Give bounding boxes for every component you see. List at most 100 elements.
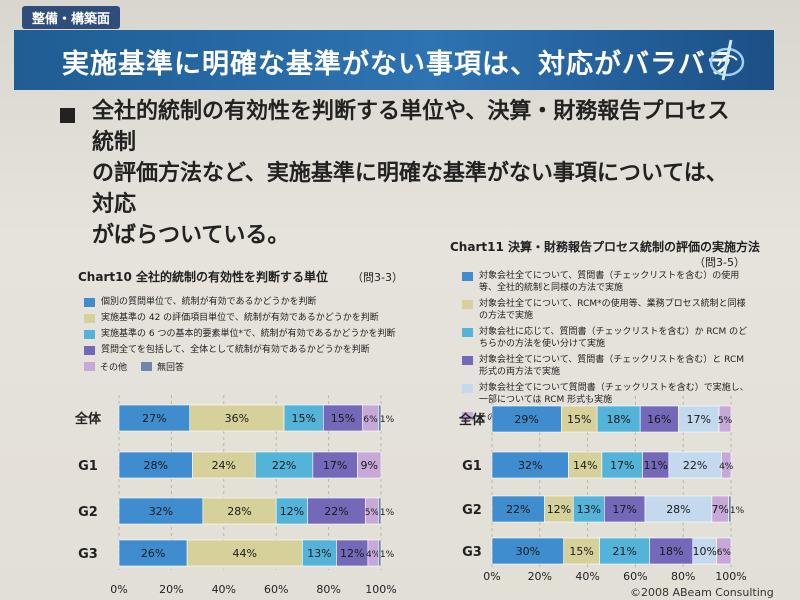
data-label: 16% bbox=[647, 413, 671, 426]
data-label: 10% bbox=[692, 545, 716, 558]
legend-label: 対象会社に応じて、質問書（チェックリストを含む）か RCM のどちらかの方法を使… bbox=[479, 327, 748, 349]
legend-swatch bbox=[462, 412, 473, 421]
data-label: 28% bbox=[143, 459, 167, 472]
x-tick-label: 100% bbox=[715, 570, 746, 583]
legend-item: 対象会社全てについて質問書（チェックリストを含む）で実施し、一部については RC… bbox=[462, 382, 752, 406]
bar-segment bbox=[721, 451, 732, 479]
chart11-legend: 対象会社全てについて、質問書（チェックリストを含む）の使用等、全社的統制と同様の… bbox=[462, 270, 752, 423]
legend-item: その他 bbox=[84, 360, 127, 373]
legend-item: その他 bbox=[462, 410, 505, 423]
category-label: 全体 bbox=[74, 411, 102, 427]
body-line: 全社的統制の有効性を判断する単位や、決算・財務報告プロセス統制 bbox=[92, 99, 730, 155]
legend-swatch bbox=[84, 346, 95, 355]
data-label: 6% bbox=[363, 415, 378, 425]
bar-segment bbox=[491, 537, 564, 565]
legend-label: 質問全てを包括して、全体として統制が有効であるかどうかを判断 bbox=[101, 345, 370, 355]
legend-swatch bbox=[84, 362, 95, 371]
bar-segment bbox=[118, 451, 193, 479]
legend-item: 質問全てを包括して、全体として統制が有効であるかどうかを判断 bbox=[84, 344, 424, 356]
legend-item: 対象会社全てについて、RCM*の使用等、業務プロセス統制と同様の方法で実施 bbox=[462, 298, 752, 322]
legend-swatch bbox=[462, 300, 473, 309]
bar-segment bbox=[572, 495, 605, 523]
bar-segment bbox=[491, 451, 569, 479]
data-label: 30% bbox=[516, 545, 540, 558]
bar-segment bbox=[678, 405, 720, 433]
bar-segment bbox=[639, 405, 679, 433]
data-label: 4% bbox=[366, 550, 381, 560]
data-label: 7% bbox=[712, 503, 729, 516]
title-banner: 実施基準に明確な基準がない事項は、対応がバラバラ bbox=[14, 30, 774, 90]
data-label: 11% bbox=[643, 459, 667, 472]
category-label: 全体 bbox=[458, 412, 486, 428]
data-label: 28% bbox=[227, 505, 251, 518]
data-label: 5% bbox=[718, 416, 733, 426]
x-tick-label: 80% bbox=[671, 570, 695, 583]
bar-segment bbox=[283, 404, 324, 432]
data-label: 26% bbox=[141, 547, 165, 560]
data-label: 32% bbox=[518, 459, 542, 472]
legend-label: 対象会社全てについて、質問書（チェックリストを含む）の使用等、全社的統制と同様の… bbox=[479, 271, 740, 293]
legend-item: 実施基準の 6 つの基本的要素単位*で、統制が有効であるかどうかを判断 bbox=[84, 328, 424, 340]
body-line: の評価方法など、実施基準に明確な基準がない事項については、対応 bbox=[92, 161, 728, 217]
data-label: 6% bbox=[717, 548, 732, 558]
bar-segment bbox=[254, 451, 314, 479]
category-label: G3 bbox=[78, 547, 98, 562]
data-label: 15% bbox=[291, 412, 315, 425]
legend-label: その他 bbox=[478, 413, 506, 423]
bar-segment bbox=[307, 497, 366, 525]
copyright-text: ©2008 ABeam Consulting bbox=[630, 586, 774, 599]
chart11-note: （問3-5） bbox=[694, 256, 745, 269]
legend-swatch bbox=[462, 384, 473, 393]
x-tick-label: 0% bbox=[483, 570, 500, 583]
legend-label: 実施基準の 6 つの基本的要素単位*で、統制が有効であるかどうかを判断 bbox=[101, 329, 396, 339]
chart11-title: Chart11 決算・財務報告プロセス統制の評価の実施方法 bbox=[450, 240, 760, 254]
data-label: 17% bbox=[323, 459, 347, 472]
data-label: 18% bbox=[606, 413, 630, 426]
bar-segment bbox=[544, 495, 574, 523]
bar-segment bbox=[728, 495, 732, 523]
category-label: G2 bbox=[78, 505, 98, 520]
legend-label: 実施基準の 42 の評価項目単位で、統制が有効であるかどうかを判断 bbox=[101, 313, 379, 323]
x-tick-label: 80% bbox=[316, 583, 340, 596]
legend-swatch bbox=[462, 328, 473, 337]
bar-segment bbox=[357, 451, 382, 479]
bar-segment bbox=[186, 539, 303, 567]
data-label: 9% bbox=[360, 459, 377, 472]
bar-segment bbox=[312, 451, 358, 479]
data-label: 13% bbox=[577, 503, 601, 516]
bar-segment bbox=[718, 405, 732, 433]
bar-segment bbox=[604, 495, 646, 523]
data-label: 12% bbox=[340, 547, 364, 560]
data-label: 22% bbox=[683, 459, 707, 472]
data-label: 15% bbox=[567, 413, 591, 426]
legend-label: 対象会社全てについて質問書（チェックリストを含む）で実施し、一部については RC… bbox=[479, 383, 749, 405]
x-tick-label: 100% bbox=[365, 583, 396, 596]
data-label: 5% bbox=[365, 508, 380, 518]
data-label: 22% bbox=[324, 505, 348, 518]
legend-label: 対象会社全てについて、質問書（チェックリストを含む）と RCM 形式の両方法で実… bbox=[479, 355, 744, 377]
data-label: 15% bbox=[331, 412, 355, 425]
data-label: 17% bbox=[610, 459, 634, 472]
chart10-title: Chart10 全社的統制の有効性を判断する単位 bbox=[78, 270, 328, 284]
x-tick-label: 20% bbox=[528, 570, 552, 583]
data-label: 22% bbox=[506, 503, 530, 516]
legend-swatch bbox=[84, 314, 95, 323]
data-label: 1% bbox=[730, 506, 745, 516]
data-label: 12% bbox=[547, 503, 571, 516]
data-label: 1% bbox=[380, 550, 395, 560]
slide-title: 実施基準に明確な基準がない事項は、対応がバラバラ bbox=[62, 49, 734, 80]
x-tick-label: 0% bbox=[110, 583, 127, 596]
chart10-legend: 個別の質問単位で、統制が有効であるかどうかを判断 実施基準の 42 の評価項目単位… bbox=[84, 296, 424, 373]
bar-segment bbox=[563, 537, 600, 565]
legend-swatch bbox=[462, 356, 473, 365]
data-label: 29% bbox=[514, 413, 538, 426]
bar-segment bbox=[378, 497, 382, 525]
legend-label: 対象会社全てについて、RCM*の使用等、業務プロセス統制と同様の方法で実施 bbox=[479, 299, 746, 321]
bar-segment bbox=[599, 537, 651, 565]
bar-segment bbox=[596, 405, 641, 433]
bar-segment bbox=[642, 451, 670, 479]
legend-swatch bbox=[141, 362, 153, 371]
category-label: G2 bbox=[462, 503, 482, 518]
